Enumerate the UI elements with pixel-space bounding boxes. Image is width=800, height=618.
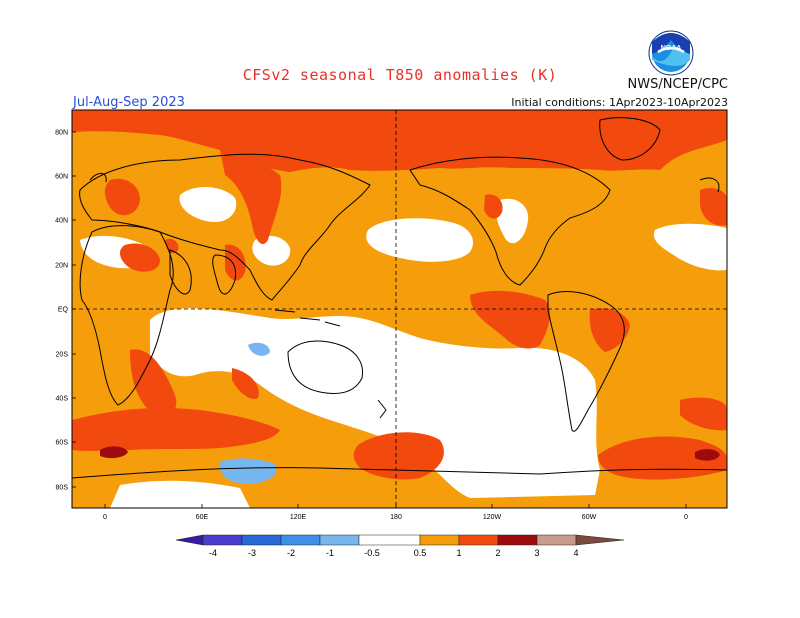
colorbar-tick-label: 4	[573, 548, 578, 558]
neutral-area-central-asia	[179, 186, 237, 222]
anomaly-negative-areas	[219, 342, 277, 484]
colorbar-segment	[536, 534, 577, 546]
colorbar-tick-label: -3	[248, 548, 256, 558]
latitude-label: EQ	[58, 307, 69, 314]
longitude-label: 60W	[582, 514, 597, 521]
colorbar-tick-label: -4	[209, 548, 217, 558]
latitude-label: 60N	[55, 174, 68, 181]
colorbar-tick-label: -2	[287, 548, 295, 558]
season-label: Jul-Aug-Sep 2023	[73, 95, 185, 110]
longitude-label: 120W	[483, 514, 502, 521]
colorbar-arrow-high	[575, 534, 625, 546]
colorbar-tick-label: 2	[495, 548, 500, 558]
colorbar-segment	[241, 534, 282, 546]
colorbar-arrow-low	[175, 534, 204, 546]
longitude-label: 120E	[290, 514, 307, 521]
neutral-area-south-ocean	[110, 480, 250, 508]
latitude-label: 60S	[56, 440, 69, 447]
colorbar-segment	[419, 534, 460, 546]
colorbar	[175, 534, 625, 546]
initial-conditions-label: Initial conditions: 1Apr2023-10Apr2023	[511, 96, 728, 109]
anomaly-field	[72, 110, 727, 508]
noaa-logo: NOAA	[648, 30, 694, 76]
agency-label: NWS/NCEP/CPC	[627, 77, 728, 92]
latitude-label: 40S	[56, 396, 69, 403]
longitude-labels: 0 60E 120E 180 120W 60W 0	[103, 504, 688, 521]
colorbar-tick-label: -1	[326, 548, 334, 558]
colorbar-segment	[458, 534, 499, 546]
colorbar-segment	[358, 534, 421, 546]
colorbar-labels: -4 -3 -2 -1 -0.5 0.5 1 2 3 4	[209, 548, 579, 558]
anomaly-1-2K-areas	[72, 110, 727, 480]
longitude-label: 0	[684, 514, 688, 521]
colorbar-segment	[280, 534, 321, 546]
coastlines	[72, 117, 727, 479]
latitude-label: 20N	[55, 263, 68, 270]
neutral-area-north-atlantic	[653, 223, 727, 271]
colorbar-segment	[319, 534, 360, 546]
anomaly-2-3K-areas	[100, 446, 720, 461]
latitude-label: 20S	[56, 352, 69, 359]
noaa-logo-text: NOAA	[661, 45, 682, 52]
longitude-label: 60E	[196, 514, 209, 521]
colorbar-tick-label: 3	[534, 548, 539, 558]
longitude-label: 0	[103, 514, 107, 521]
colorbar-tick-label: -0.5	[364, 548, 380, 558]
latitude-label: 80N	[55, 130, 68, 137]
colorbar-segment	[497, 534, 538, 546]
map-title: CFSv2 seasonal T850 anomalies (K)	[242, 66, 558, 84]
latitude-label: 80S	[56, 485, 69, 492]
latitude-labels: 80N 60N 40N 20N EQ 20S 40S 60S 80S	[55, 130, 76, 492]
neutral-area-north-pacific	[366, 218, 474, 262]
colorbar-tick-label: 1	[456, 548, 461, 558]
colorbar-segment	[202, 534, 243, 546]
longitude-label: 180	[390, 514, 402, 521]
neutral-area-mexico	[496, 198, 529, 244]
latitude-label: 40N	[55, 218, 68, 225]
colorbar-tick-label: 0.5	[414, 548, 427, 558]
